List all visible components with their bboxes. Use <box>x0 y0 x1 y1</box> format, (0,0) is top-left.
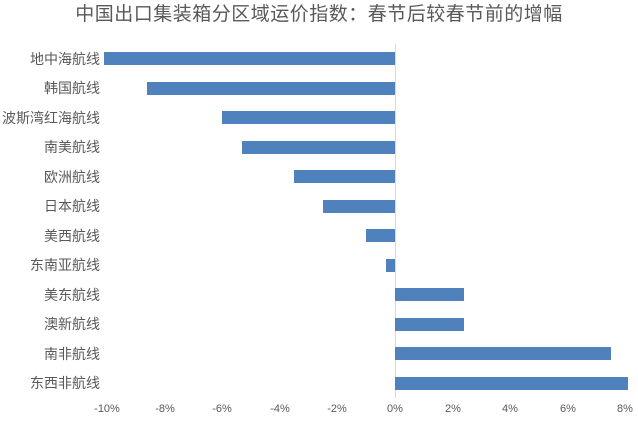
bar <box>147 82 395 95</box>
x-tick-label: -8% <box>155 403 175 415</box>
bar <box>395 318 464 331</box>
bar <box>323 200 395 213</box>
bar <box>395 288 464 301</box>
category-label: 地中海航线 <box>30 51 100 67</box>
bar <box>104 52 395 65</box>
bar <box>366 229 395 242</box>
bar <box>395 347 611 360</box>
x-tick-label: 8% <box>617 403 633 415</box>
zero-gridline <box>395 44 396 398</box>
chart-title: 中国出口集装箱分区域运价指数：春节后较春节前的增幅 <box>75 4 563 25</box>
category-label: 南非航线 <box>44 346 100 362</box>
category-label: 南美航线 <box>44 139 100 155</box>
bar <box>222 111 395 124</box>
bar <box>294 170 395 183</box>
category-label: 美东航线 <box>44 287 100 303</box>
x-tick-label: 2% <box>445 403 461 415</box>
bar <box>395 377 628 390</box>
x-tick-label: -2% <box>327 403 347 415</box>
x-tick-label: 0% <box>387 403 403 415</box>
category-label: 东南亚航线 <box>30 257 100 273</box>
category-label: 欧洲航线 <box>44 169 100 185</box>
bar <box>386 259 395 272</box>
x-tick-label: -10% <box>94 403 120 415</box>
x-tick-label: 4% <box>502 403 518 415</box>
category-label: 日本航线 <box>44 198 100 214</box>
category-label: 韩国航线 <box>44 80 100 96</box>
category-label: 东西非航线 <box>30 375 100 391</box>
x-tick-label: 6% <box>560 403 576 415</box>
category-label: 美西航线 <box>44 228 100 244</box>
x-tick-label: -6% <box>212 403 232 415</box>
bar <box>242 141 395 154</box>
x-tick-label: -4% <box>270 403 290 415</box>
category-label: 波斯湾红海航线 <box>2 110 100 126</box>
category-label: 澳新航线 <box>44 316 100 332</box>
